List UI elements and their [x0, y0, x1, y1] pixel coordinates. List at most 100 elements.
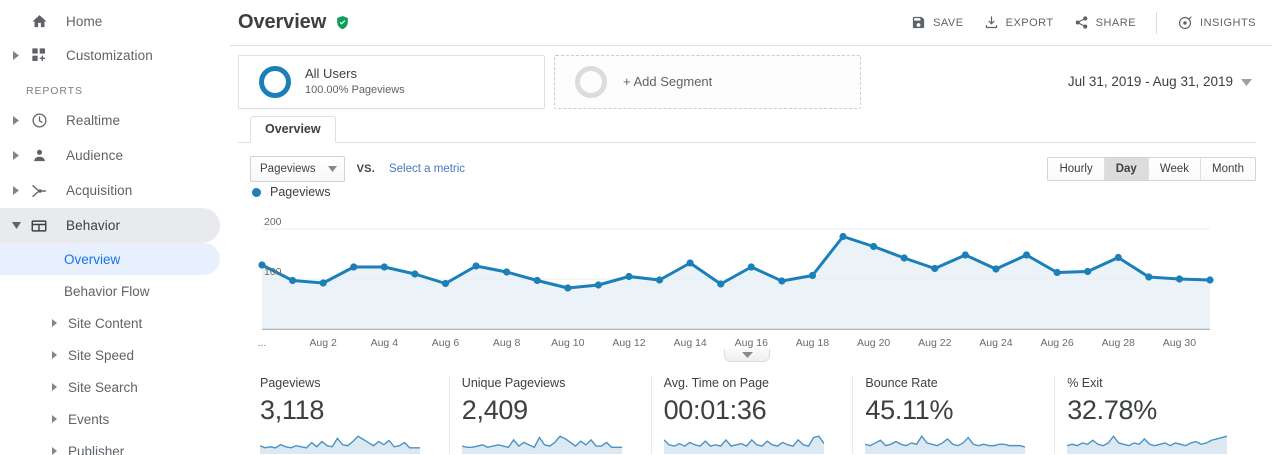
person-icon: [26, 147, 52, 164]
sidebar-subitem-label: Overview: [64, 251, 121, 267]
chevron-right-icon: [52, 447, 64, 455]
sidebar-item-acquisition[interactable]: Acquisition: [0, 173, 220, 208]
sidebar-item-label: Customization: [66, 47, 153, 63]
save-icon: [911, 15, 926, 30]
sidebar-item-label: Audience: [66, 148, 124, 163]
add-segment-label: + Add Segment: [623, 74, 713, 89]
export-icon: [984, 15, 999, 30]
chevron-right-icon: [6, 116, 26, 125]
save-label: SAVE: [933, 16, 964, 29]
metric-card-title: Pageviews: [260, 376, 321, 390]
export-label: EXPORT: [1005, 16, 1054, 29]
svg-text:...: ...: [258, 337, 267, 349]
granularity-hourly[interactable]: Hourly: [1048, 158, 1105, 180]
granularity-week[interactable]: Week: [1148, 158, 1202, 180]
date-range-picker[interactable]: Jul 31, 2019 - Aug 31, 2019: [1068, 74, 1256, 89]
pageviews-line-chart[interactable]: 100 200... Aug 2 Aug 4 Aug 6 Aug 8 Aug 10 Aug 1…: [250, 203, 1218, 351]
metric-card-percent-exit[interactable]: % Exit 32.78%: [1054, 375, 1256, 454]
chart-collapse-handle[interactable]: [724, 349, 770, 362]
chevron-right-icon: [52, 415, 64, 423]
share-label: SHARE: [1095, 16, 1137, 29]
segment-donut-icon: [259, 65, 291, 98]
sidebar-subitem-label: Events: [68, 411, 110, 427]
sparkline-bounce-rate: [865, 435, 1026, 454]
metric-card-pageviews[interactable]: Pageviews 3,118: [248, 375, 449, 454]
svg-text:Aug 28: Aug 28: [1102, 337, 1135, 349]
chevron-down-icon: [6, 222, 26, 229]
export-button[interactable]: EXPORT: [984, 15, 1054, 30]
metric-card-title: Bounce Rate: [865, 376, 938, 390]
page-title: Overview: [238, 11, 327, 33]
sidebar-subitem-label: Site Content: [68, 315, 143, 331]
select-a-metric-link[interactable]: Select a metric: [388, 163, 466, 175]
sidebar-item-audience[interactable]: Audience: [0, 138, 220, 173]
svg-text:100: 100: [264, 266, 282, 278]
metric-card-value: 45.11%: [865, 395, 954, 425]
svg-text:Aug 4: Aug 4: [371, 337, 399, 349]
header-divider: [1156, 11, 1158, 34]
behavior-icon: [26, 217, 52, 235]
metric-card-avg-time-on-page[interactable]: Avg. Time on Page 00:01:36: [650, 375, 853, 454]
svg-text:Aug 2: Aug 2: [309, 337, 337, 349]
share-icon: [1074, 15, 1089, 30]
svg-text:Aug 10: Aug 10: [551, 337, 584, 349]
chevron-right-icon: [52, 319, 64, 327]
sidebar-subitem-label: Site Speed: [68, 347, 135, 363]
sidebar-item-behavior-overview[interactable]: Overview: [0, 243, 220, 275]
metric-card-value: 3,118: [260, 395, 325, 425]
sidebar-item-label: Home: [66, 13, 103, 29]
sparkline-avg-time-on-page: [663, 435, 824, 454]
granularity-day[interactable]: Day: [1104, 158, 1149, 180]
segment-title: All Users: [305, 65, 358, 81]
insights-button[interactable]: INSIGHTS: [1177, 15, 1256, 31]
segment-bar: All Users 100.00% Pageviews + Add Segmen…: [238, 46, 1256, 109]
svg-text:Aug 6: Aug 6: [432, 337, 460, 349]
main-content: Overview SAVE: [230, 0, 1272, 455]
share-button[interactable]: SHARE: [1074, 15, 1136, 30]
primary-metric-select[interactable]: Pageviews: [250, 156, 345, 182]
svg-text:Aug 22: Aug 22: [918, 337, 951, 349]
svg-text:Aug 20: Aug 20: [857, 337, 890, 349]
metric-card-value: 32.78%: [1067, 395, 1157, 425]
sidebar-item-site-speed[interactable]: Site Speed: [0, 339, 220, 371]
granularity-toggle-group: Hourly Day Week Month: [1047, 157, 1256, 181]
sidebar-item-realtime[interactable]: Realtime: [0, 103, 220, 138]
report-body: All Users 100.00% Pageviews + Add Segmen…: [230, 45, 1272, 455]
sidebar-item-publisher[interactable]: Publisher: [0, 435, 220, 455]
segment-all-users[interactable]: All Users 100.00% Pageviews: [238, 54, 545, 109]
sidebar-item-site-search[interactable]: Site Search: [0, 371, 220, 403]
clock-icon: [26, 112, 52, 129]
svg-text:Aug 14: Aug 14: [673, 337, 706, 349]
insights-label: INSIGHTS: [1200, 16, 1256, 29]
segment-donut-empty-icon: [575, 65, 607, 98]
metric-card-unique-pageviews[interactable]: Unique Pageviews 2,409: [448, 375, 651, 454]
svg-text:Aug 12: Aug 12: [612, 337, 645, 349]
svg-text:Aug 26: Aug 26: [1040, 337, 1073, 349]
sidebar-item-behavior-flow[interactable]: Behavior Flow: [0, 275, 220, 307]
chevron-down-icon: [741, 352, 753, 358]
metric-card-bounce-rate[interactable]: Bounce Rate 45.11%: [852, 375, 1054, 454]
sparkline-unique-pageviews: [461, 435, 622, 454]
tab-overview[interactable]: Overview: [250, 116, 336, 143]
sidebar-item-behavior[interactable]: Behavior: [0, 208, 220, 243]
metric-cards: Pageviews 3,118 Unique Pageviews 2,409 A…: [238, 375, 1256, 454]
metric-card-value: 2,409: [461, 395, 528, 425]
granularity-month[interactable]: Month: [1201, 158, 1255, 180]
sidebar-item-home[interactable]: Home: [0, 4, 220, 38]
chevron-right-icon: [6, 186, 26, 195]
svg-text:Aug 24: Aug 24: [979, 337, 1012, 349]
metric-card-title: Avg. Time on Page: [663, 376, 769, 390]
sidebar-item-events[interactable]: Events: [0, 403, 220, 435]
add-segment-button[interactable]: + Add Segment: [554, 54, 861, 109]
tab-bar: Overview: [238, 116, 1256, 143]
sidebar-subitem-label: Publisher: [68, 443, 125, 455]
save-button[interactable]: SAVE: [911, 15, 964, 30]
date-range-label: Jul 31, 2019 - Aug 31, 2019: [1067, 74, 1233, 89]
legend-color-swatch: [252, 187, 261, 197]
sidebar-item-customization[interactable]: Customization: [0, 38, 220, 72]
sidebar-item-site-content[interactable]: Site Content: [0, 307, 220, 339]
customization-icon: [26, 47, 52, 63]
segment-subtitle: 100.00% Pageviews: [305, 83, 405, 96]
svg-text:200: 200: [264, 216, 282, 228]
chevron-right-icon: [52, 351, 64, 359]
